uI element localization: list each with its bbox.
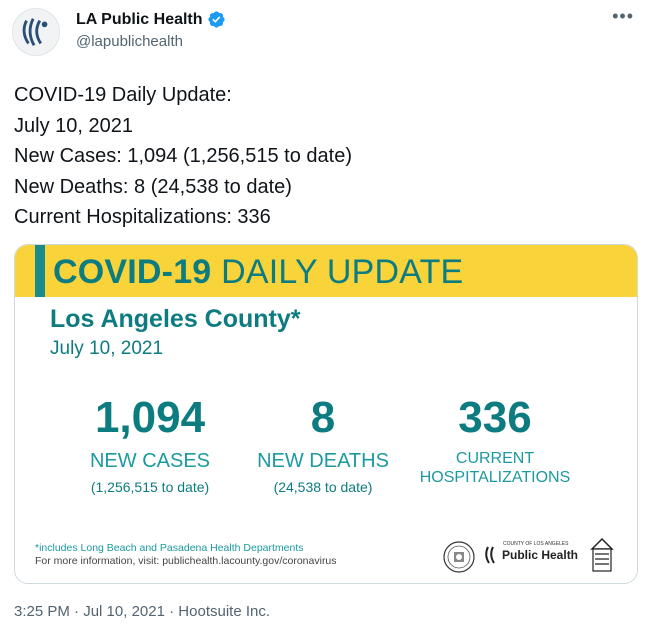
- account-handle[interactable]: @lapublichealth: [76, 33, 183, 50]
- new-cases-stat: 1,094 NEW CASES (1,256,515 to date): [60, 393, 240, 495]
- stay-home-badge-icon: [590, 537, 614, 572]
- footnote-departments: *includes Long Beach and Pasadena Health…: [35, 542, 304, 554]
- footnote-more-info: For more information, visit: publichealt…: [35, 555, 337, 567]
- deaths-to-date: (24,538 to date): [273, 479, 373, 495]
- tweet-line: COVID-19 Daily Update:: [14, 84, 232, 106]
- hospitalizations-stat: 336 CURRENT HOSPITALIZATIONS: [405, 393, 585, 487]
- hospitalizations-label-line1: CURRENT: [455, 450, 535, 467]
- hospitalizations-label-line2: HOSPITALIZATIONS: [419, 469, 571, 486]
- tweet-line: New Deaths: 8 (24,538 to date): [14, 175, 292, 198]
- public-health-logo-small: COUNTY OF LOS ANGELES: [503, 541, 569, 547]
- tweet-text: COVID-19 Daily Update: July 10, 2021 New…: [14, 80, 634, 233]
- tweet-line: July 10, 2021: [14, 114, 133, 137]
- tweet-source[interactable]: Hootsuite Inc.: [178, 603, 271, 620]
- county-seal-icon: [443, 541, 475, 573]
- banner: [15, 245, 637, 297]
- more-options-icon[interactable]: •••: [612, 6, 634, 26]
- tweet-date[interactable]: Jul 10, 2021: [83, 603, 165, 620]
- banner-title-bold: COVID-19: [53, 253, 212, 291]
- meta-separator: ·: [69, 603, 84, 620]
- card-date: July 10, 2021: [50, 338, 164, 359]
- display-name[interactable]: LA Public Health: [76, 10, 203, 28]
- new-cases-label: NEW CASES: [89, 450, 211, 472]
- banner-title-light: DAILY UPDATE: [221, 253, 464, 291]
- tweet-image-card[interactable]: COVID-19 DAILY UPDATE Los Angeles County…: [14, 244, 638, 584]
- meta-separator: ·: [164, 603, 179, 620]
- new-deaths-stat: 8 NEW DEATHS (24,538 to date): [243, 393, 403, 495]
- banner-accent: [35, 245, 45, 297]
- new-cases-value: 1,094: [94, 393, 206, 442]
- la-public-health-logo-icon: [22, 18, 48, 47]
- public-health-mark-icon: [485, 546, 495, 564]
- banner-title: COVID-19 DAILY UPDATE: [53, 253, 463, 292]
- verified-badge-icon: [207, 10, 226, 29]
- new-deaths-label: NEW DEATHS: [257, 450, 389, 472]
- hospitalizations-value: 336: [458, 393, 532, 442]
- tweet-line: New Cases: 1,094 (1,256,515 to date): [14, 145, 352, 167]
- account-name-row: LA Public Health: [76, 10, 226, 29]
- footnote: *includes Long Beach and Pasadena Health…: [35, 542, 337, 568]
- public-health-logo: COUNTY OF LOS ANGELES Public Health: [483, 541, 579, 565]
- hospitalizations-label: CURRENT HOSPITALIZATIONS: [405, 449, 585, 487]
- new-deaths-value: 8: [310, 393, 336, 442]
- public-health-logo-text: Public Health: [502, 548, 579, 562]
- avatar[interactable]: [12, 8, 60, 56]
- cases-to-date: (1,256,515 to date): [90, 479, 210, 495]
- tweet-line: Current Hospitalizations: 336: [14, 206, 271, 228]
- tweet-time[interactable]: 3:25 PM: [14, 603, 70, 620]
- region-title: Los Angeles County*: [50, 305, 301, 333]
- tweet-metadata: 3:25 PM · Jul 10, 2021 · Hootsuite Inc.: [14, 603, 270, 620]
